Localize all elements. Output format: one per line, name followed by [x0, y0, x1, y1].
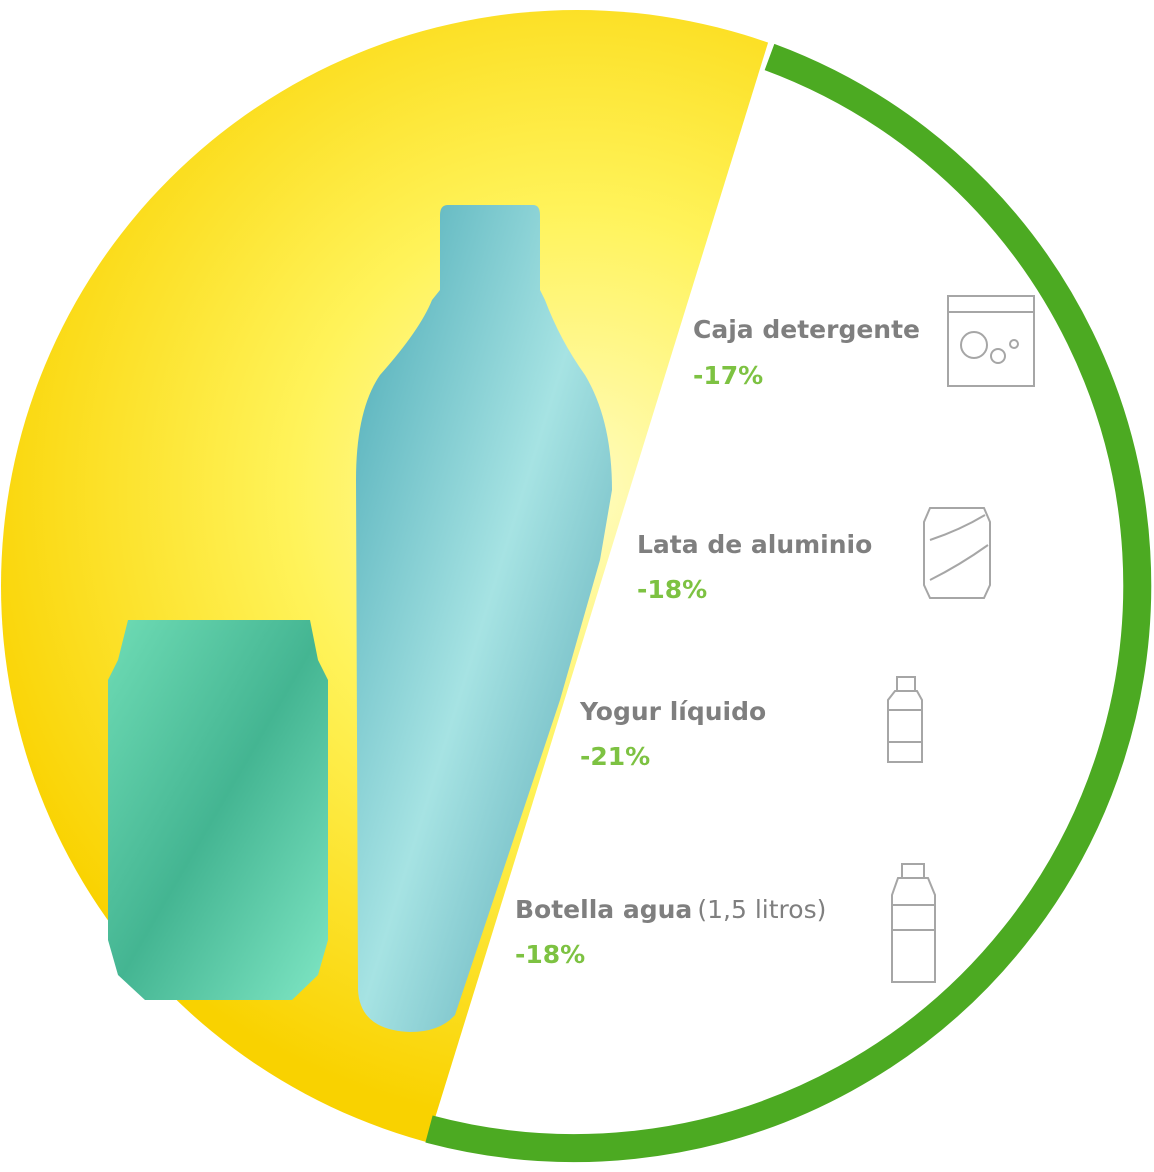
- item-change: -21%: [580, 742, 650, 771]
- item-name: Yogur líquido: [579, 697, 766, 726]
- can-illustration: [108, 620, 328, 1000]
- item-change: -18%: [515, 940, 585, 969]
- item-name: Botella agua: [515, 895, 692, 924]
- page: Caja detergente -17% Lata de aluminio -1…: [0, 0, 1154, 1172]
- item-note: (1,5 litros): [697, 895, 826, 924]
- item-name: Lata de aluminio: [637, 530, 872, 559]
- infographic: Caja detergente -17% Lata de aluminio -1…: [0, 0, 1154, 1172]
- item-change: -17%: [693, 361, 763, 390]
- item-name: Caja detergente: [693, 315, 920, 344]
- item-label: Botella agua (1,5 litros): [515, 895, 826, 924]
- item-change: -18%: [637, 575, 707, 604]
